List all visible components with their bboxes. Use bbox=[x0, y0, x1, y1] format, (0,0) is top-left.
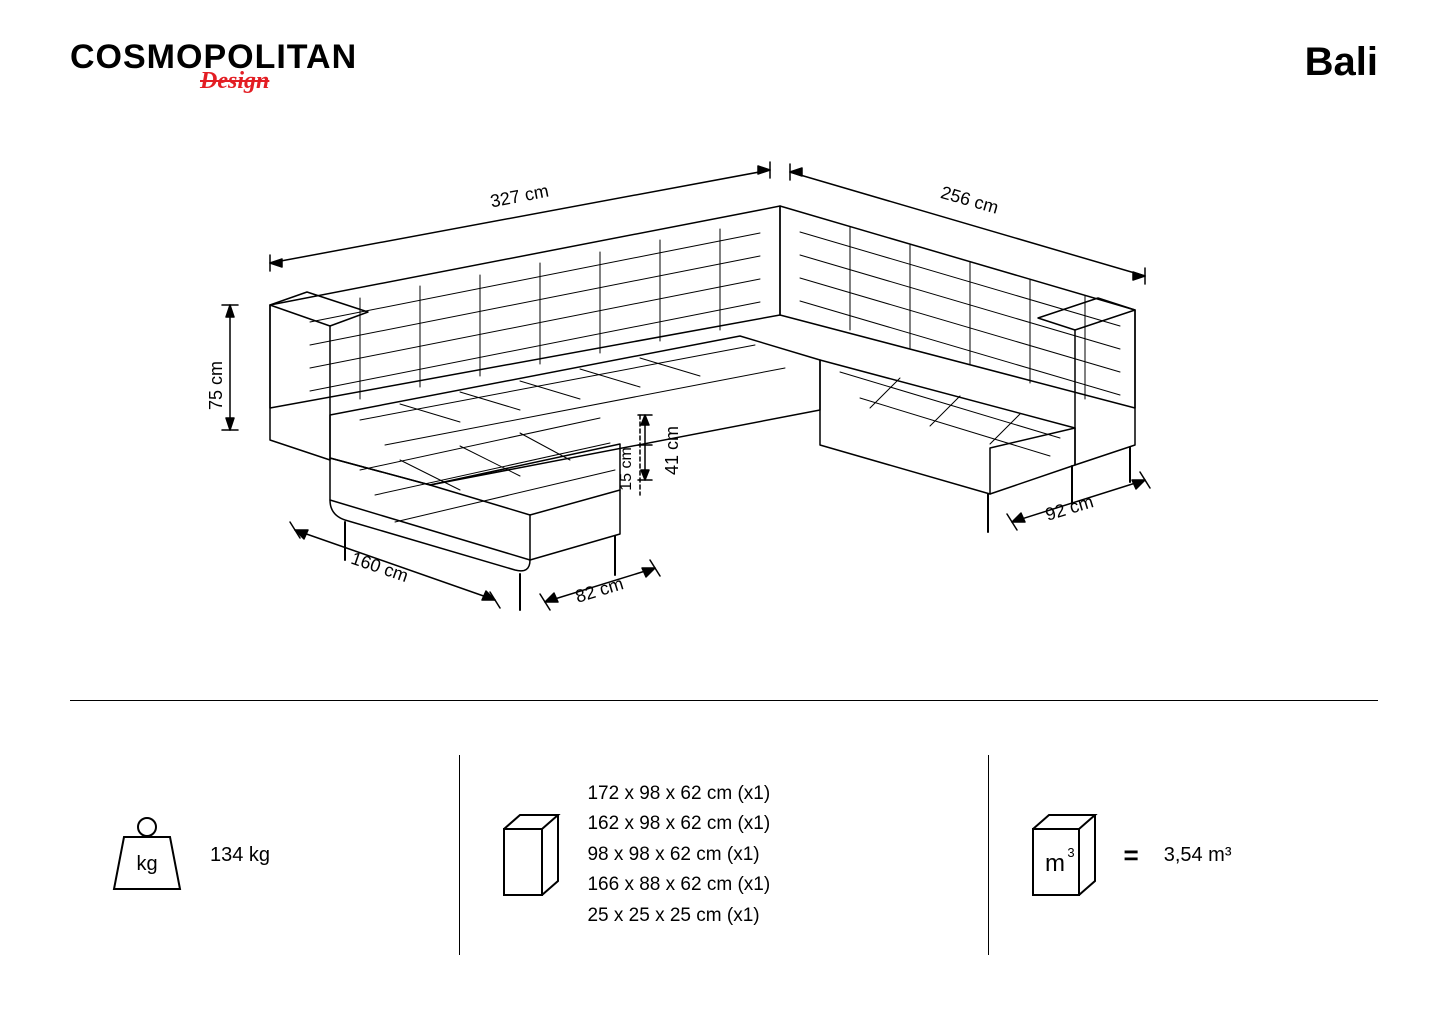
box-list: 172 x 98 x 62 cm (x1) 162 x 98 x 62 cm (… bbox=[587, 779, 770, 931]
volume-icon: m 3 bbox=[1029, 811, 1099, 899]
product-name: Bali bbox=[1305, 40, 1378, 85]
weight-value: 134 kg bbox=[210, 844, 270, 867]
volume-value: 3,54 m³ bbox=[1164, 844, 1232, 867]
box-item: 172 x 98 x 62 cm (x1) bbox=[587, 779, 770, 809]
weight-block: kg 134 kg bbox=[70, 815, 459, 895]
dim-cushion-height: 15 cm bbox=[618, 447, 636, 491]
equals-sign: = bbox=[1124, 840, 1139, 871]
info-section: kg 134 kg 172 x 98 x 62 cm (x1) 162 x 98… bbox=[70, 740, 1378, 970]
box-item: 98 x 98 x 62 cm (x1) bbox=[587, 840, 770, 870]
box-item: 25 x 25 x 25 cm (x1) bbox=[587, 901, 770, 931]
box-item: 166 x 88 x 62 cm (x1) bbox=[587, 870, 770, 900]
box-icon bbox=[500, 811, 562, 899]
sofa-diagram: 327 cm 256 cm 75 cm 160 cm 82 cm 41 cm 1… bbox=[200, 150, 1200, 630]
svg-text:m: m bbox=[1045, 850, 1065, 877]
weight-icon: kg bbox=[110, 815, 185, 895]
box-item: 162 x 98 x 62 cm (x1) bbox=[587, 809, 770, 839]
dim-height: 75 cm bbox=[206, 361, 227, 410]
boxes-block: 172 x 98 x 62 cm (x1) 162 x 98 x 62 cm (… bbox=[460, 779, 987, 931]
svg-text:kg: kg bbox=[136, 853, 157, 875]
svg-text:3: 3 bbox=[1067, 845, 1074, 860]
dim-seat-height: 41 cm bbox=[662, 426, 683, 475]
brand-logo: COSMOPOLITAN Design bbox=[70, 40, 357, 95]
divider-line bbox=[70, 700, 1378, 701]
volume-block: m 3 = 3,54 m³ bbox=[989, 811, 1378, 899]
